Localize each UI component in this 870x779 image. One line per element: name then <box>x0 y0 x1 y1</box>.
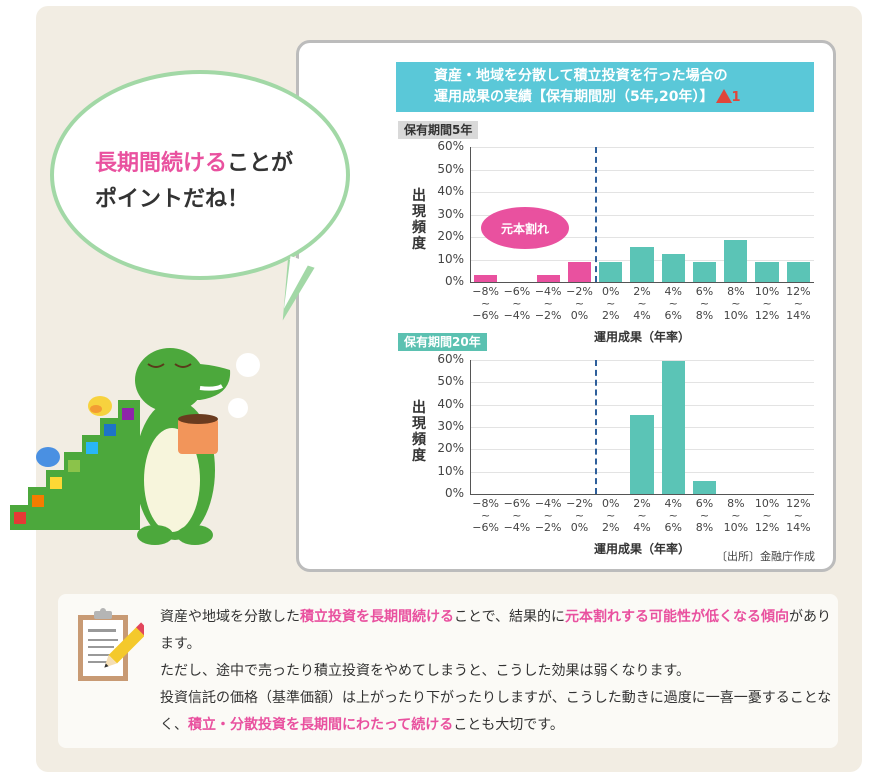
x-tick-label: 8% ~10% <box>723 497 749 534</box>
y-tick-label: 10% <box>437 251 464 266</box>
x-tick-label: 12% ~14% <box>786 497 811 534</box>
y-axis-title: 出現頻度 <box>412 400 426 464</box>
y-tick-label: 60% <box>437 139 464 153</box>
bar-12%~14% <box>786 261 810 282</box>
period-tag-5-years: 保有期間5年 <box>398 121 479 139</box>
y-tick-label: 20% <box>437 441 464 456</box>
y-tick-label: 30% <box>437 419 464 433</box>
gridline <box>470 147 814 148</box>
warning-number: 1 <box>731 90 741 105</box>
speech-line1-rest: ことが <box>227 151 294 176</box>
bar--2%~0% <box>567 261 592 282</box>
bar--4%~-2% <box>536 275 560 282</box>
warning-triangle-icon <box>715 89 732 103</box>
bar-2%~4% <box>630 414 654 494</box>
note-p3-end: ことも大切です。 <box>453 717 564 733</box>
x-tick-label: 12% ~14% <box>786 285 811 322</box>
breakeven-divider <box>595 360 598 494</box>
y-tick-label: 20% <box>437 229 464 243</box>
x-tick-label: −4% ~ −2% <box>534 285 562 322</box>
x-tick-label: 10% ~12% <box>754 497 780 534</box>
y-tick-label: 50% <box>437 374 464 389</box>
x-tick-label: −8% ~ −6% <box>472 497 499 534</box>
note-p1-e: があります。 <box>160 609 832 652</box>
x-tick-label: 2% ~4% <box>633 285 651 322</box>
y-tick-label: 40% <box>437 184 464 198</box>
gridline <box>470 360 814 361</box>
bar--8%~-6% <box>474 275 498 282</box>
bar-2%~4% <box>630 247 654 282</box>
source-note: 〔出所〕金融庁作成 <box>716 550 815 563</box>
y-tick-label: 40% <box>437 396 464 411</box>
note-p1-highlight-1: 積立投資を長期間続ける <box>300 609 454 625</box>
x-tick-label: 6% ~8% <box>695 497 714 534</box>
bar-6%~8% <box>692 261 717 282</box>
gridline <box>470 382 814 384</box>
x-tick-label: 0% ~2% <box>601 497 620 534</box>
breakeven-divider <box>595 147 598 282</box>
x-tick-label: 4% ~6% <box>664 285 682 322</box>
bar-8%~10% <box>724 240 748 282</box>
x-tick-label: 6% ~8% <box>695 285 714 322</box>
bar-4%~6% <box>661 253 685 282</box>
gridline <box>470 169 814 171</box>
bar-0%~2% <box>599 261 623 282</box>
gridline <box>470 404 814 406</box>
y-axis <box>470 360 471 494</box>
principal-loss-badge: 元本割れ <box>484 210 566 246</box>
x-axis-title: 運用成果（年率） <box>594 542 691 556</box>
speech-bubble <box>50 70 350 280</box>
y-tick-label: 10% <box>437 463 464 478</box>
bar-6%~8% <box>692 480 717 494</box>
y-axis-title: 出現頻度 <box>412 188 426 252</box>
x-tick-label: 4% ~6% <box>664 497 682 534</box>
note-p1-a: 資産や地域を分散した <box>160 609 300 625</box>
x-axis <box>470 282 814 283</box>
note-box <box>58 594 838 748</box>
x-tick-label: 8% ~10% <box>723 285 749 322</box>
x-axis <box>470 494 814 495</box>
note-p1-c: ことで、結果的に <box>454 609 566 625</box>
chart-title-line1: 資産・地域を分散して積立投資を行った場合の <box>434 68 728 84</box>
x-tick-label: 10% ~12% <box>754 285 780 322</box>
period-tag-20-years: 保有期間20年 <box>398 333 487 351</box>
crocodile-mascot-icon <box>10 348 260 545</box>
x-tick-label: −4% ~ −2% <box>534 497 562 534</box>
gridline <box>470 237 814 238</box>
gridline <box>470 214 814 216</box>
y-axis <box>470 147 471 282</box>
chart-title-band: 資産・地域を分散して積立投資を行った場合の 運用成果の実績【保有期間別（5年,2… <box>396 62 814 112</box>
note-p2: ただし、途中で売ったり積立投資をやめてしまうと、こうした効果は弱くなります。 <box>160 663 691 679</box>
speech-bubble-text: 長期間続けることが ポイントだね！ <box>95 146 293 218</box>
x-tick-label: −2% ~0% <box>566 285 593 322</box>
x-tick-label: −2% ~0% <box>566 497 593 534</box>
bar-4%~6% <box>661 361 685 494</box>
note-text: 資産や地域を分散した積立投資を長期間続けることで、結果的に元本割れする可能性が低… <box>160 604 840 739</box>
note-p3: 投資信託の価格（基準価額）は上がったり下がったりしますが、こうした動きに過度に一… <box>160 690 832 733</box>
x-tick-label: 2% ~4% <box>633 497 651 534</box>
chart-card <box>296 40 836 572</box>
chart-title-line2: 運用成果の実績【保有期間別（5年,20年）】 <box>434 89 714 105</box>
x-tick-label: −6% ~ −4% <box>503 497 531 534</box>
note-p1-highlight-2: 元本割れする可能性が低くなる傾向 <box>565 609 790 625</box>
gridline <box>470 192 814 193</box>
y-tick-label: 0% <box>444 274 464 288</box>
bar-10%~12% <box>755 261 779 282</box>
note-p3-highlight: 積立・分散投資を長期間にわたって続ける <box>188 717 454 733</box>
x-tick-label: −6% ~ −4% <box>503 285 531 322</box>
y-tick-label: 0% <box>444 486 464 500</box>
speech-line2: ポイントだね！ <box>95 187 250 212</box>
x-tick-label: −8% ~ −6% <box>472 285 499 322</box>
y-tick-label: 50% <box>437 161 464 176</box>
x-tick-label: 0% ~2% <box>601 285 620 322</box>
y-tick-label: 30% <box>437 206 464 221</box>
speech-highlight: 長期間続ける <box>95 151 228 176</box>
y-tick-label: 60% <box>437 352 464 366</box>
x-axis-title: 運用成果（年率） <box>594 330 691 344</box>
clipboard-pencil-icon <box>78 608 144 681</box>
